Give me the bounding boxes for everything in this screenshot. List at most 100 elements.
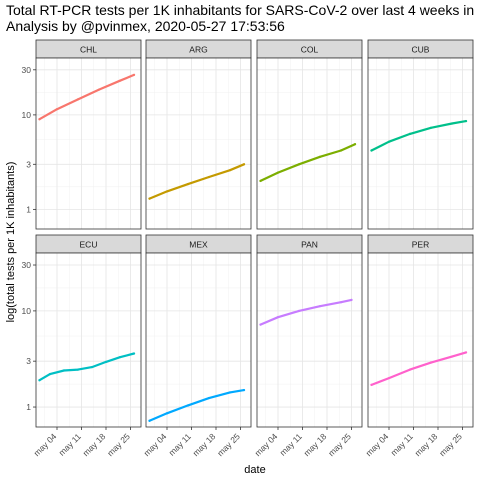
data-point [339,149,343,152]
data-point [207,175,211,179]
facet-strip-label: ECU [80,240,98,250]
data-point [186,182,190,186]
x-tick-label: may 25 [215,431,242,458]
y-tick-label: 10 [22,110,32,120]
facet-strip-label: ARG [189,45,207,55]
x-tick-label: may 18 [413,431,440,458]
data-point [97,88,101,91]
data-point [429,361,433,364]
x-tick-label: may 18 [81,431,108,458]
facet-strip-label: CHL [80,45,97,55]
series-line-arg [148,163,246,200]
data-point [165,190,169,193]
data-point [76,368,80,371]
x-tick-label: may 04 [364,431,391,458]
panel-background [36,58,141,229]
facet-panel-cub: CUB [367,39,474,230]
series-line-ecu [38,352,136,382]
data-point [148,197,151,200]
chart-title-line-1: Total RT-PCR tests per 1K inhabitants fo… [6,2,474,18]
x-tick-label: may 11 [389,431,416,458]
data-point [148,419,151,422]
series-line-pan [259,298,353,326]
panel-border [367,57,474,230]
panel-border [367,252,474,428]
data-point [408,132,412,136]
y-tick-label: 30 [22,65,32,75]
facet-strip-label: PER [412,240,429,250]
facet-strip-label: MEX [189,240,208,250]
data-point [408,368,412,371]
data-point [104,360,108,364]
x-tick-label: may 11 [57,431,84,458]
data-point [276,171,280,174]
x-tick-label: may 25 [437,431,464,458]
series-line-mex [148,389,246,422]
data-point [118,355,122,359]
data-point [242,388,246,392]
panel-background [257,58,362,229]
data-point [259,179,262,183]
y-tick-label: 1 [26,204,31,214]
series-line-col [259,143,357,182]
panel-background [36,253,141,427]
data-point [48,372,52,376]
data-point [228,168,232,172]
data-point [387,376,391,380]
data-point [350,298,353,302]
data-point [62,369,66,372]
data-point [387,140,391,143]
panel-border [145,57,252,230]
x-tick-label: may 04 [32,431,59,458]
x-tick-label: may 04 [142,431,169,458]
x-tick-label: may 18 [302,431,329,458]
x-tick-label: may 11 [278,431,305,458]
panel-border [35,252,142,428]
data-point [353,142,357,146]
panel-border [35,57,142,230]
panel-background [257,253,362,427]
series-line-per [370,351,468,386]
data-point [276,315,280,319]
x-axis-title: date [244,464,265,476]
series-line-cub [370,119,468,152]
data-point [450,122,454,125]
data-point [132,73,136,77]
panel-border [145,252,252,428]
x-tick-label: may 25 [326,431,353,458]
data-point [318,155,322,159]
panel-background [146,58,251,229]
data-point [464,119,468,123]
data-point [76,98,80,101]
facet-panel-chl: CHL 1 3 10 30 [22,39,142,230]
data-point [464,351,468,354]
data-point [370,383,373,387]
data-point [90,365,94,369]
y-tick-label: 1 [26,402,31,412]
panel-background [368,253,473,427]
data-point [339,301,343,304]
panel-border [256,57,363,230]
data-point [450,355,454,358]
x-tick-label: may 11 [167,431,194,458]
facet-strip-label: CUB [412,45,430,55]
y-tick-label: 3 [26,159,31,169]
series-line-chl [38,73,136,121]
y-tick-label: 30 [22,260,32,270]
panel-border [256,252,363,428]
x-tick-label: may 25 [105,431,132,458]
data-point [297,309,301,313]
data-point [118,79,122,82]
data-point [429,126,433,130]
data-point [38,118,41,121]
data-point [38,379,41,382]
data-point [228,391,232,394]
data-point [55,107,59,111]
data-point [165,412,169,415]
x-tick-label: may 18 [191,431,218,458]
